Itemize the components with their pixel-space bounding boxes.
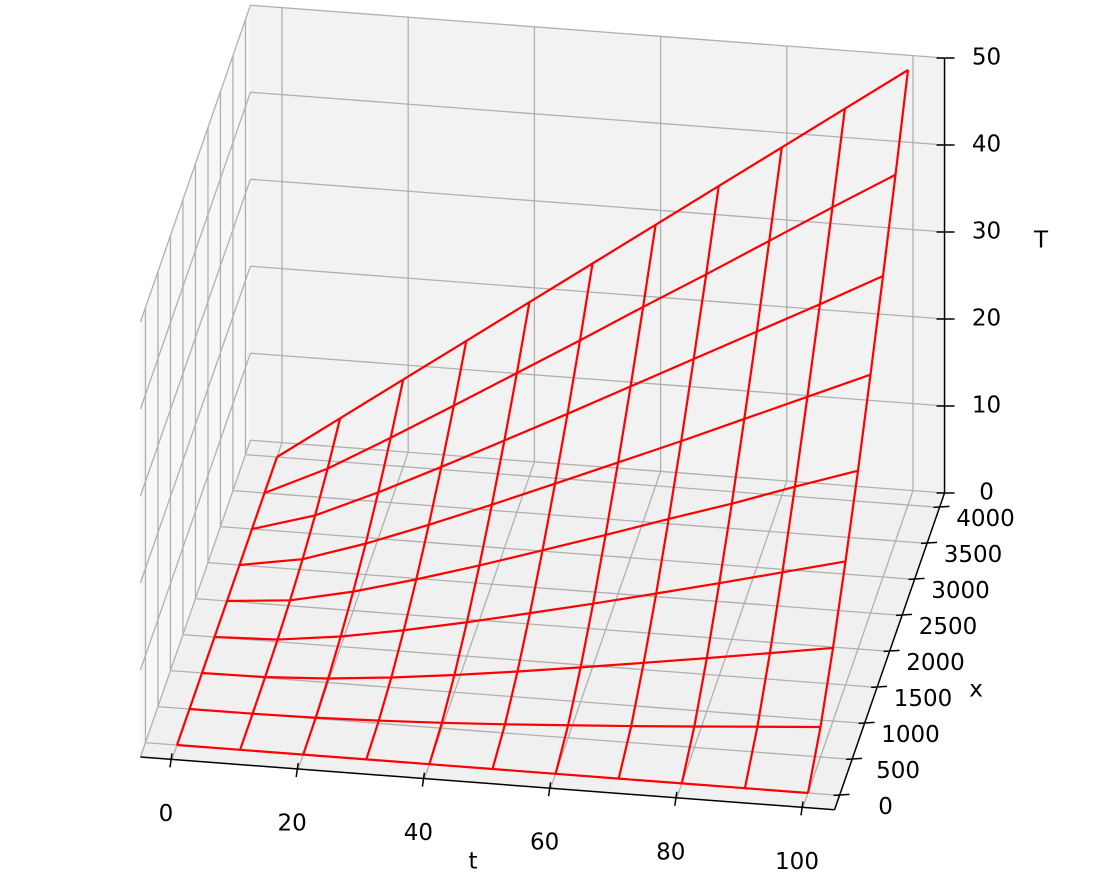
axes-group: 0 20 40 60 80 1000500100015002000250030003500… [139, 4, 1015, 875]
grid-line [250, 352, 945, 407]
t-tick-label: 60 [530, 830, 559, 856]
x-axis-line [833, 492, 946, 811]
wire-line [276, 69, 909, 458]
tick-mark [908, 577, 925, 581]
grid-line [139, 91, 252, 410]
tick-mark [295, 762, 299, 778]
T-axis-label: T [1033, 228, 1049, 254]
tick-mark [933, 505, 950, 509]
t-tick-label: 80 [656, 839, 685, 865]
x-tick-label: 4000 [956, 506, 1015, 532]
x-tick-label: 1000 [881, 722, 940, 748]
t-tick-label: 100 [775, 849, 819, 875]
x-tick-label: 1500 [894, 686, 953, 712]
T-tick-label: 40 [972, 132, 1001, 158]
T-tick-label: 50 [972, 45, 1001, 71]
tick-mark [833, 793, 850, 797]
t-tick-label: 20 [278, 811, 307, 837]
tick-mark [858, 721, 875, 725]
t-tick-label: 40 [404, 820, 433, 846]
x-tick-label: 3000 [931, 578, 990, 604]
grid-line [250, 178, 945, 233]
x-tick-label: 2500 [919, 614, 978, 640]
t-axis-line [140, 756, 835, 811]
x-axis-label: x [969, 677, 983, 703]
grid-line [245, 453, 940, 509]
x-tick-label: 2000 [906, 650, 965, 676]
wire-line [189, 707, 821, 729]
grid-line [250, 4, 945, 59]
back-pane [250, 5, 945, 493]
tick-mark [547, 782, 552, 797]
tick-mark [846, 757, 863, 761]
grid-line [139, 439, 252, 758]
T-tick-label: 30 [972, 219, 1001, 245]
grid-line [139, 352, 252, 671]
tick-mark [896, 613, 913, 617]
tick-mark [871, 685, 888, 689]
wire-line [176, 743, 809, 795]
x-tick-label: 0 [878, 794, 893, 820]
grid-line [195, 597, 890, 653]
tick-mark [421, 772, 426, 787]
grid-line [139, 178, 252, 497]
T-tick-label: 20 [972, 306, 1001, 332]
wire-line [226, 469, 859, 603]
tick-mark [921, 541, 938, 545]
t-axis-label: t [468, 849, 477, 875]
wire-line [239, 373, 871, 567]
x-tick-label: 3500 [944, 542, 1003, 568]
T-tick-label: 0 [979, 480, 994, 506]
grid-line [250, 265, 945, 320]
grid-line [182, 633, 878, 689]
tick-mark [674, 791, 678, 806]
wire-line [201, 646, 834, 680]
grid-line [170, 669, 865, 725]
wire-line [214, 560, 846, 641]
grid-line [139, 4, 252, 323]
grid-line [232, 489, 928, 545]
tick-mark [169, 753, 173, 768]
wireframe [175, 69, 910, 795]
T-tick-label: 10 [972, 393, 1001, 419]
tick-mark [883, 649, 900, 653]
t-tick-label: 0 [159, 801, 174, 827]
wire-line [264, 173, 897, 495]
grid-line [250, 91, 945, 146]
grid-line [139, 265, 252, 584]
tick-mark [800, 801, 804, 816]
wire-line [251, 274, 884, 531]
x-tick-label: 500 [876, 758, 920, 784]
grid-line [207, 561, 903, 617]
